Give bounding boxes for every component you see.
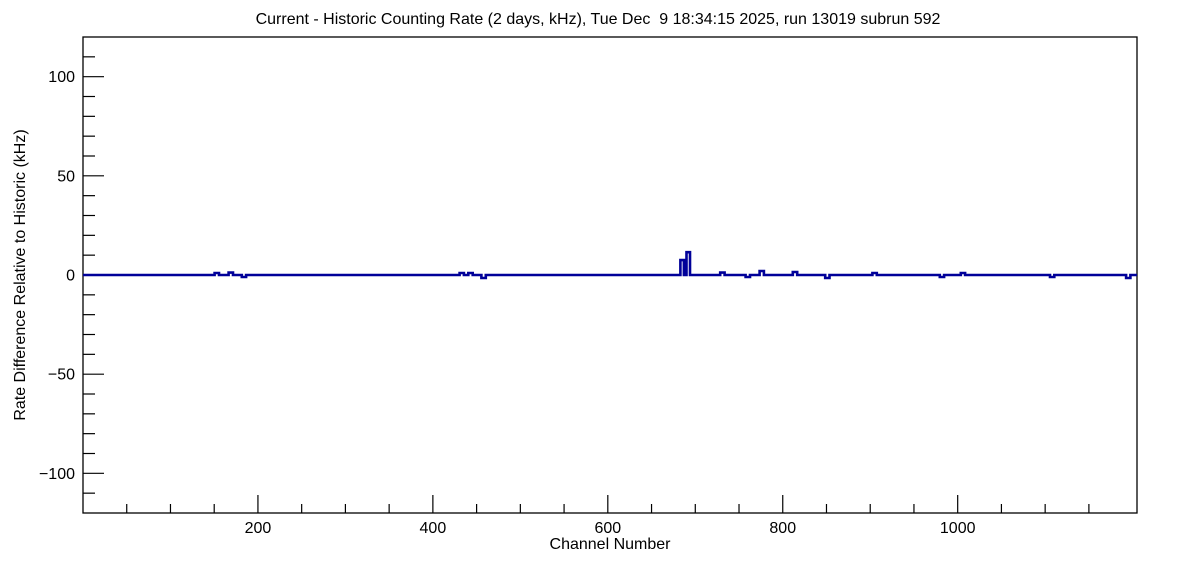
x-tick-label: 200 xyxy=(245,520,272,537)
y-tick-label: 100 xyxy=(48,69,75,86)
y-tick-label: −100 xyxy=(39,466,75,483)
x-tick-label: 600 xyxy=(594,520,621,537)
y-tick-label: 50 xyxy=(57,168,75,185)
x-axis-title: Channel Number xyxy=(549,536,671,553)
y-tick-label: 0 xyxy=(66,268,75,285)
y-tick-label: −50 xyxy=(48,367,75,384)
x-tick-label: 400 xyxy=(420,520,447,537)
data-series-line xyxy=(83,250,1137,280)
chart-title: Current - Historic Counting Rate (2 days… xyxy=(255,11,941,28)
x-tick-label: 1000 xyxy=(940,520,976,537)
x-tick-label: 800 xyxy=(769,520,796,537)
